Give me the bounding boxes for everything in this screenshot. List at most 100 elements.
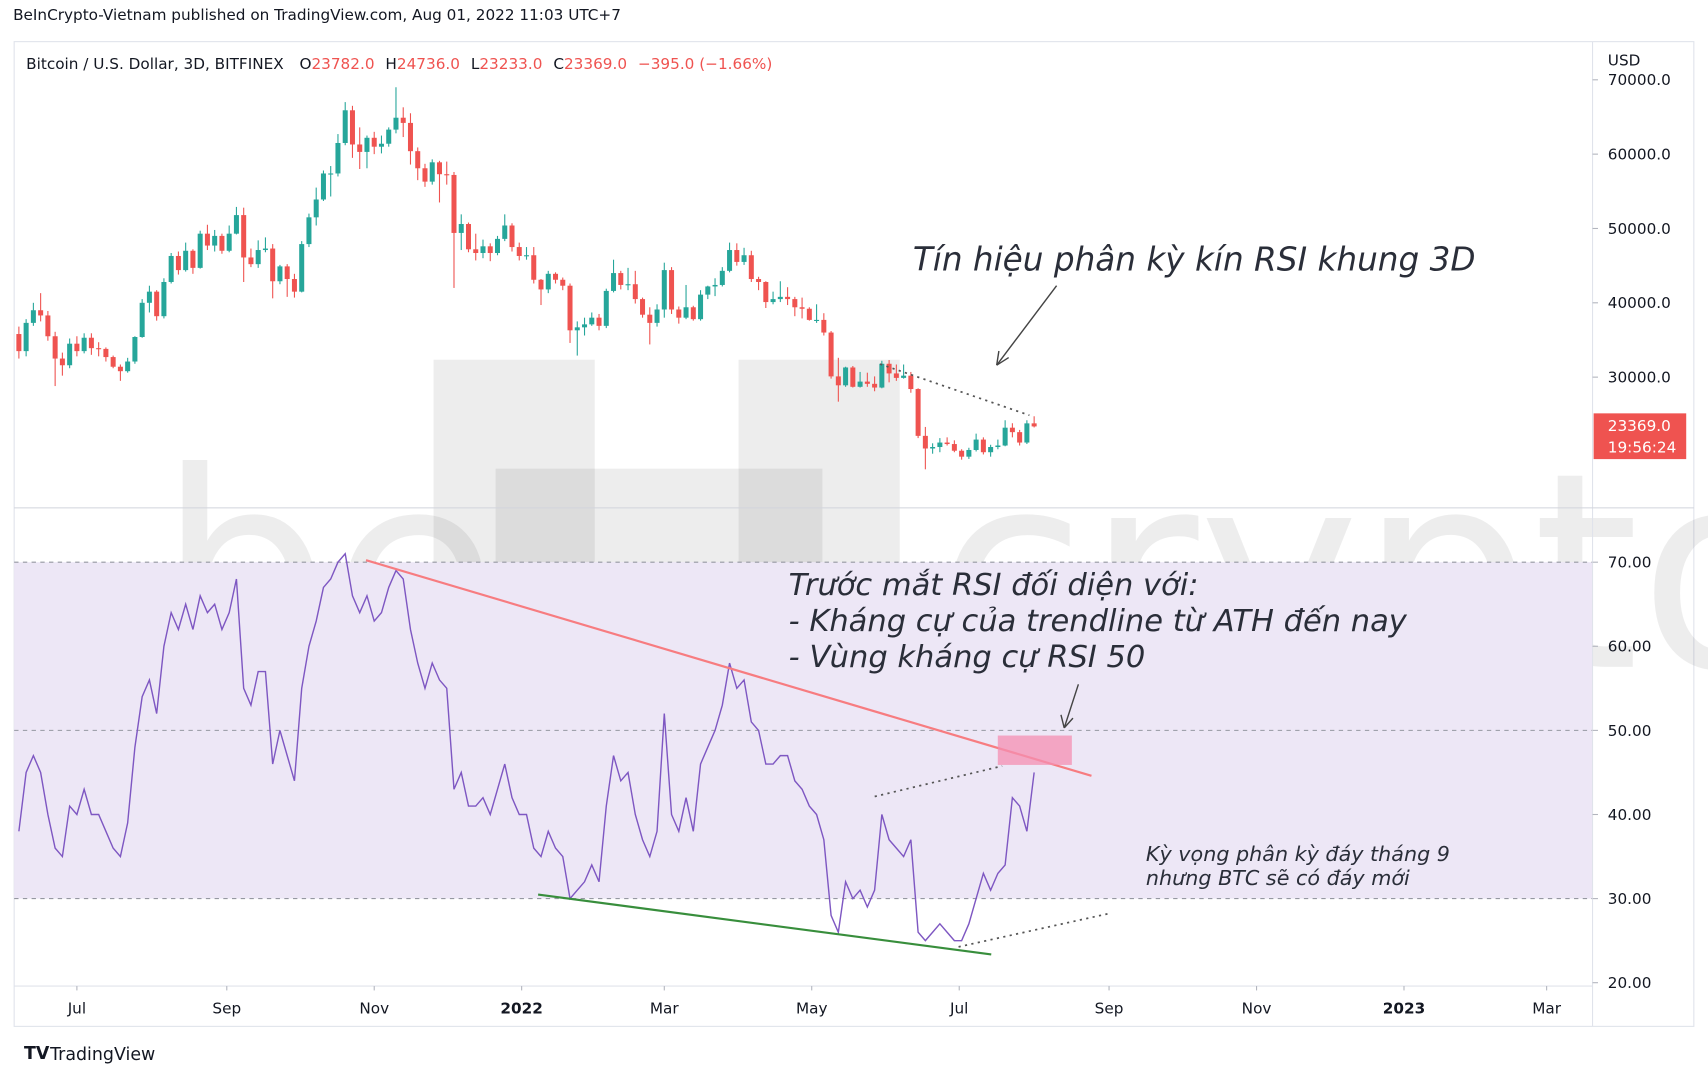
- candle-body: [777, 296, 783, 300]
- candle-body: [857, 381, 863, 387]
- candle-body: [966, 449, 972, 457]
- candle-body: [465, 224, 471, 250]
- candle-body: [175, 255, 181, 271]
- candle-body: [690, 307, 696, 320]
- candle-body: [255, 250, 261, 265]
- annotation-group: Trước mắt RSI đối diện với:- Kháng cự củ…: [789, 568, 1450, 890]
- candle-body: [545, 273, 551, 290]
- candle-body: [799, 307, 805, 309]
- candle-body: [647, 314, 653, 323]
- ohlc-value: 23233.0: [479, 55, 542, 73]
- candle-body: [277, 266, 283, 282]
- candle-body: [886, 363, 892, 374]
- x-tick-label: Sep: [1095, 999, 1124, 1017]
- candle-body: [509, 225, 515, 248]
- candle-body: [734, 250, 740, 262]
- candle-body: [944, 442, 950, 445]
- candle-body: [146, 291, 152, 303]
- candle-body: [284, 266, 290, 280]
- rsi-background: [14, 561, 1593, 900]
- candle-body: [741, 255, 747, 262]
- arrow: [1063, 684, 1080, 729]
- candle-body: [516, 247, 522, 256]
- candle-body: [422, 168, 428, 182]
- candle-body: [930, 447, 936, 449]
- candle-body: [117, 366, 123, 372]
- x-tick-label: Mar: [650, 999, 680, 1017]
- divergence-line: [874, 765, 1003, 798]
- currency: USD: [1608, 52, 1641, 70]
- y-tick-label: 30.00: [1608, 890, 1652, 908]
- candle-body: [850, 367, 856, 387]
- symbol: Bitcoin / U.S. Dollar, 3D, BITFINEX: [26, 55, 284, 73]
- footer: TradingView: [49, 1045, 155, 1065]
- arrow: [996, 285, 1058, 366]
- candle-body: [770, 299, 776, 303]
- trendline: [365, 559, 1092, 777]
- candle-body: [197, 233, 203, 268]
- y-tick-label: 50000.0: [1608, 220, 1671, 238]
- price-tag-label: 23369.0: [1608, 417, 1671, 435]
- candle-body: [748, 255, 754, 280]
- candle-body: [821, 319, 827, 333]
- candle-body: [1031, 423, 1037, 427]
- candle-body: [291, 279, 297, 292]
- candle-body: [560, 279, 566, 286]
- candle-body: [951, 444, 957, 451]
- candle-body: [792, 299, 798, 308]
- arrow-head: [1060, 714, 1074, 729]
- candle-body: [378, 143, 384, 147]
- divergence-line: [879, 363, 1030, 417]
- candle-body: [161, 281, 167, 317]
- ohlc-value: 24736.0: [397, 55, 460, 73]
- candle-body: [806, 308, 812, 320]
- candle-body: [596, 317, 602, 326]
- candle-body: [299, 244, 305, 292]
- candle-body: [531, 255, 537, 280]
- candle-body: [538, 279, 544, 290]
- candle-body: [219, 235, 225, 251]
- price-tag: [1593, 413, 1687, 460]
- candle-body: [335, 142, 341, 174]
- candle-body: [415, 151, 421, 169]
- candle-body: [922, 435, 928, 449]
- candle-body: [30, 310, 36, 323]
- annotation: - Kháng cự của trendline từ ATH đến nay: [789, 604, 1408, 639]
- candle-body: [342, 110, 348, 143]
- ohlc-value: −395.0 (−1.66%): [638, 55, 772, 73]
- candle-body: [908, 375, 914, 390]
- candle-body: [1002, 427, 1008, 446]
- candle-body: [756, 279, 762, 282]
- candle-body: [16, 334, 22, 352]
- arrow-head: [995, 350, 1010, 366]
- candle-body: [480, 246, 486, 254]
- candle-body: [574, 327, 580, 331]
- ohlc-key: L: [471, 55, 480, 73]
- candle-body: [400, 117, 406, 123]
- candle-body: [879, 363, 885, 388]
- ohlc-key: H: [385, 55, 396, 73]
- resistance-zone: [997, 735, 1072, 765]
- candle-body: [168, 255, 174, 282]
- countdown: 19:56:24: [1608, 439, 1677, 457]
- candle-body: [451, 174, 457, 233]
- candle-body: [103, 348, 109, 358]
- candle-body: [901, 375, 907, 378]
- x-tick-label: Nov: [359, 999, 389, 1017]
- candle-body: [683, 307, 689, 318]
- candle-body: [328, 173, 334, 175]
- y-tick-label: 40000.0: [1608, 294, 1671, 312]
- annotation: Kỳ vọng phân kỳ đáy tháng 9: [1146, 842, 1450, 866]
- x-tick-label: Jul: [949, 999, 968, 1017]
- candle-body: [553, 273, 559, 280]
- plot: [16, 87, 1037, 942]
- legend: Bitcoin / U.S. Dollar, 3D, BITFINEX O237…: [26, 55, 772, 73]
- candle-body: [125, 361, 131, 372]
- y-tick-label: 70.00: [1608, 554, 1652, 572]
- candle-body: [364, 137, 370, 152]
- candle-body: [110, 357, 116, 367]
- candle-body: [473, 249, 479, 254]
- y-tick-label: 60.00: [1608, 638, 1652, 656]
- candle-body: [995, 445, 1001, 448]
- candle-body: [835, 376, 841, 386]
